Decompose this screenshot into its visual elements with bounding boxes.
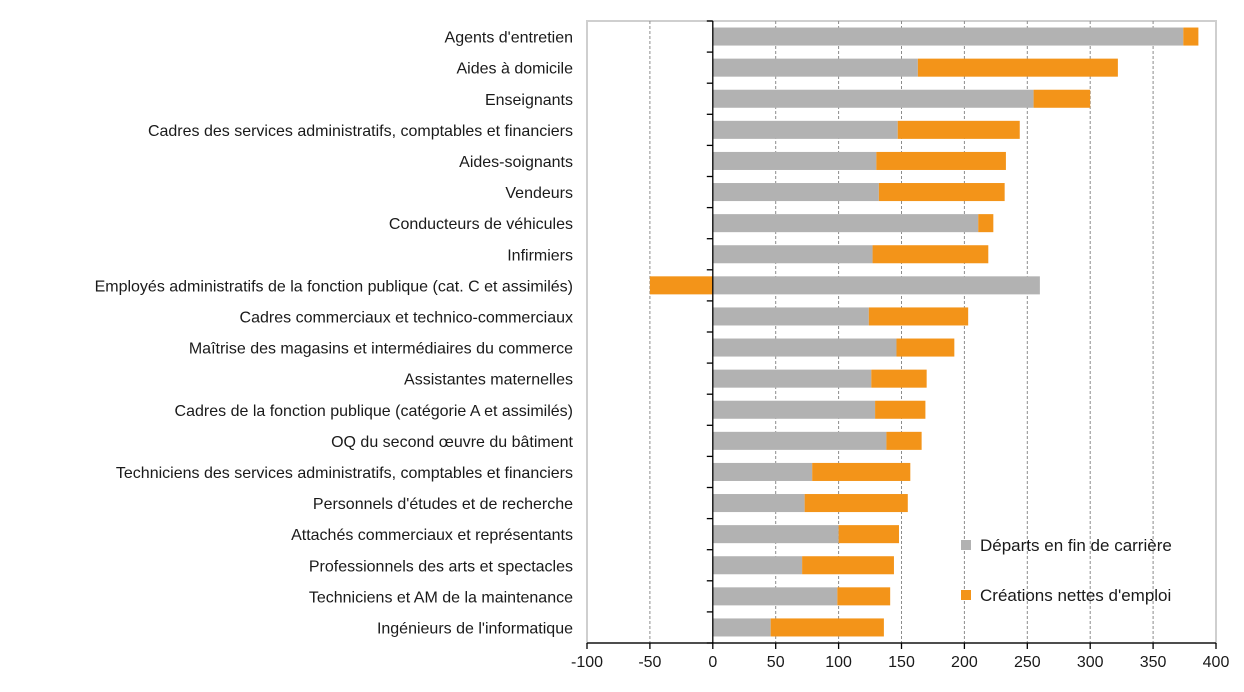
bar-departs xyxy=(712,307,869,326)
bar-creations xyxy=(897,120,1020,139)
legend-swatch-creations xyxy=(961,590,971,600)
x-tick-label: 50 xyxy=(767,654,785,671)
category-label: Techniciens des services administratifs,… xyxy=(116,465,573,482)
category-label: Agents d'entretien xyxy=(445,30,573,47)
category-label: Maîtrise des magasins et intermédiaires … xyxy=(189,341,573,358)
bar-creations xyxy=(896,338,955,357)
bar-departs xyxy=(712,120,898,139)
bar-creations xyxy=(868,307,969,326)
category-labels: Agents d'entretien Aides à domicile Enseig… xyxy=(95,30,574,638)
x-tick-label: -100 xyxy=(571,654,603,671)
bars xyxy=(649,27,1199,637)
x-tick-label: 300 xyxy=(1077,654,1104,671)
bar-departs xyxy=(712,369,872,388)
bar-creations xyxy=(770,618,884,637)
bar-departs xyxy=(712,400,876,419)
bar-departs xyxy=(712,89,1034,108)
category-label: Conducteurs de véhicules xyxy=(389,216,573,233)
category-label: Cadres de la fonction publique (catégori… xyxy=(175,403,573,420)
bar-creations xyxy=(917,58,1118,77)
bar-departs xyxy=(712,276,1040,295)
bar-creations xyxy=(875,400,926,419)
x-tick-label: 400 xyxy=(1203,654,1230,671)
category-label: Professionnels des arts et spectacles xyxy=(309,558,573,575)
category-label: OQ du second œuvre du bâtiment xyxy=(331,434,573,451)
bar-creations xyxy=(838,525,899,544)
bar-creations xyxy=(1183,27,1199,46)
x-tick-label: 0 xyxy=(708,654,717,671)
bar-creations xyxy=(837,587,891,606)
bar-creations xyxy=(649,276,713,295)
category-label: Cadres des services administratifs, comp… xyxy=(148,123,573,140)
legend: Départs en fin de carrière Créations net… xyxy=(961,536,1172,605)
category-label: Ingénieurs de l'informatique xyxy=(377,620,573,637)
bar-departs xyxy=(712,618,771,637)
category-label: Assistantes maternelles xyxy=(404,372,573,389)
bar-departs xyxy=(712,431,887,450)
gridlines xyxy=(649,21,1154,643)
category-label: Techniciens et AM de la maintenance xyxy=(309,589,573,606)
bar-departs xyxy=(712,587,838,606)
category-label: Enseignants xyxy=(485,92,573,109)
bar-creations xyxy=(1033,89,1091,108)
axes xyxy=(586,20,1217,649)
bar-departs xyxy=(712,525,839,544)
bar-departs xyxy=(712,245,873,264)
bar-creations xyxy=(804,494,908,513)
legend-label-creations: Créations nettes d'emploi xyxy=(980,586,1171,605)
bar-creations xyxy=(871,369,927,388)
bar-creations xyxy=(886,431,922,450)
bar-creations xyxy=(876,151,1006,170)
bar-creations xyxy=(812,462,911,481)
category-label: Employés administratifs de la fonction p… xyxy=(95,278,573,295)
bar-creations xyxy=(878,183,1005,202)
bar-creations xyxy=(978,214,994,233)
x-tick-label: 250 xyxy=(1014,654,1041,671)
bar-departs xyxy=(712,27,1184,46)
bar-departs xyxy=(712,338,897,357)
legend-swatch-departs xyxy=(961,540,971,550)
category-label: Attachés commerciaux et représentants xyxy=(291,527,573,544)
bar-departs xyxy=(712,494,805,513)
bar-creations xyxy=(802,556,894,575)
x-tick-label: -50 xyxy=(638,654,661,671)
category-label: Vendeurs xyxy=(505,185,573,202)
bar-departs xyxy=(712,58,918,77)
category-label: Cadres commerciaux et technico-commercia… xyxy=(240,309,573,326)
x-tick-label: 100 xyxy=(825,654,852,671)
x-tick-label: 150 xyxy=(888,654,915,671)
category-label: Aides-soignants xyxy=(459,154,573,171)
x-tick-labels: -100 -50 0 50 100 150 200 250 300 350 400 xyxy=(571,654,1229,671)
category-label: Infirmiers xyxy=(507,247,573,264)
x-tick-label: 350 xyxy=(1140,654,1167,671)
bar-departs xyxy=(712,462,813,481)
bar-departs xyxy=(712,183,879,202)
category-label: Aides à domicile xyxy=(457,61,574,78)
bar-departs xyxy=(712,214,979,233)
legend-label-departs: Départs en fin de carrière xyxy=(980,536,1172,555)
bar-departs xyxy=(712,556,803,575)
x-tick-label: 200 xyxy=(951,654,978,671)
category-label: Personnels d'études et de recherche xyxy=(313,496,573,513)
bar-creations xyxy=(872,245,989,264)
bar-departs xyxy=(712,151,877,170)
